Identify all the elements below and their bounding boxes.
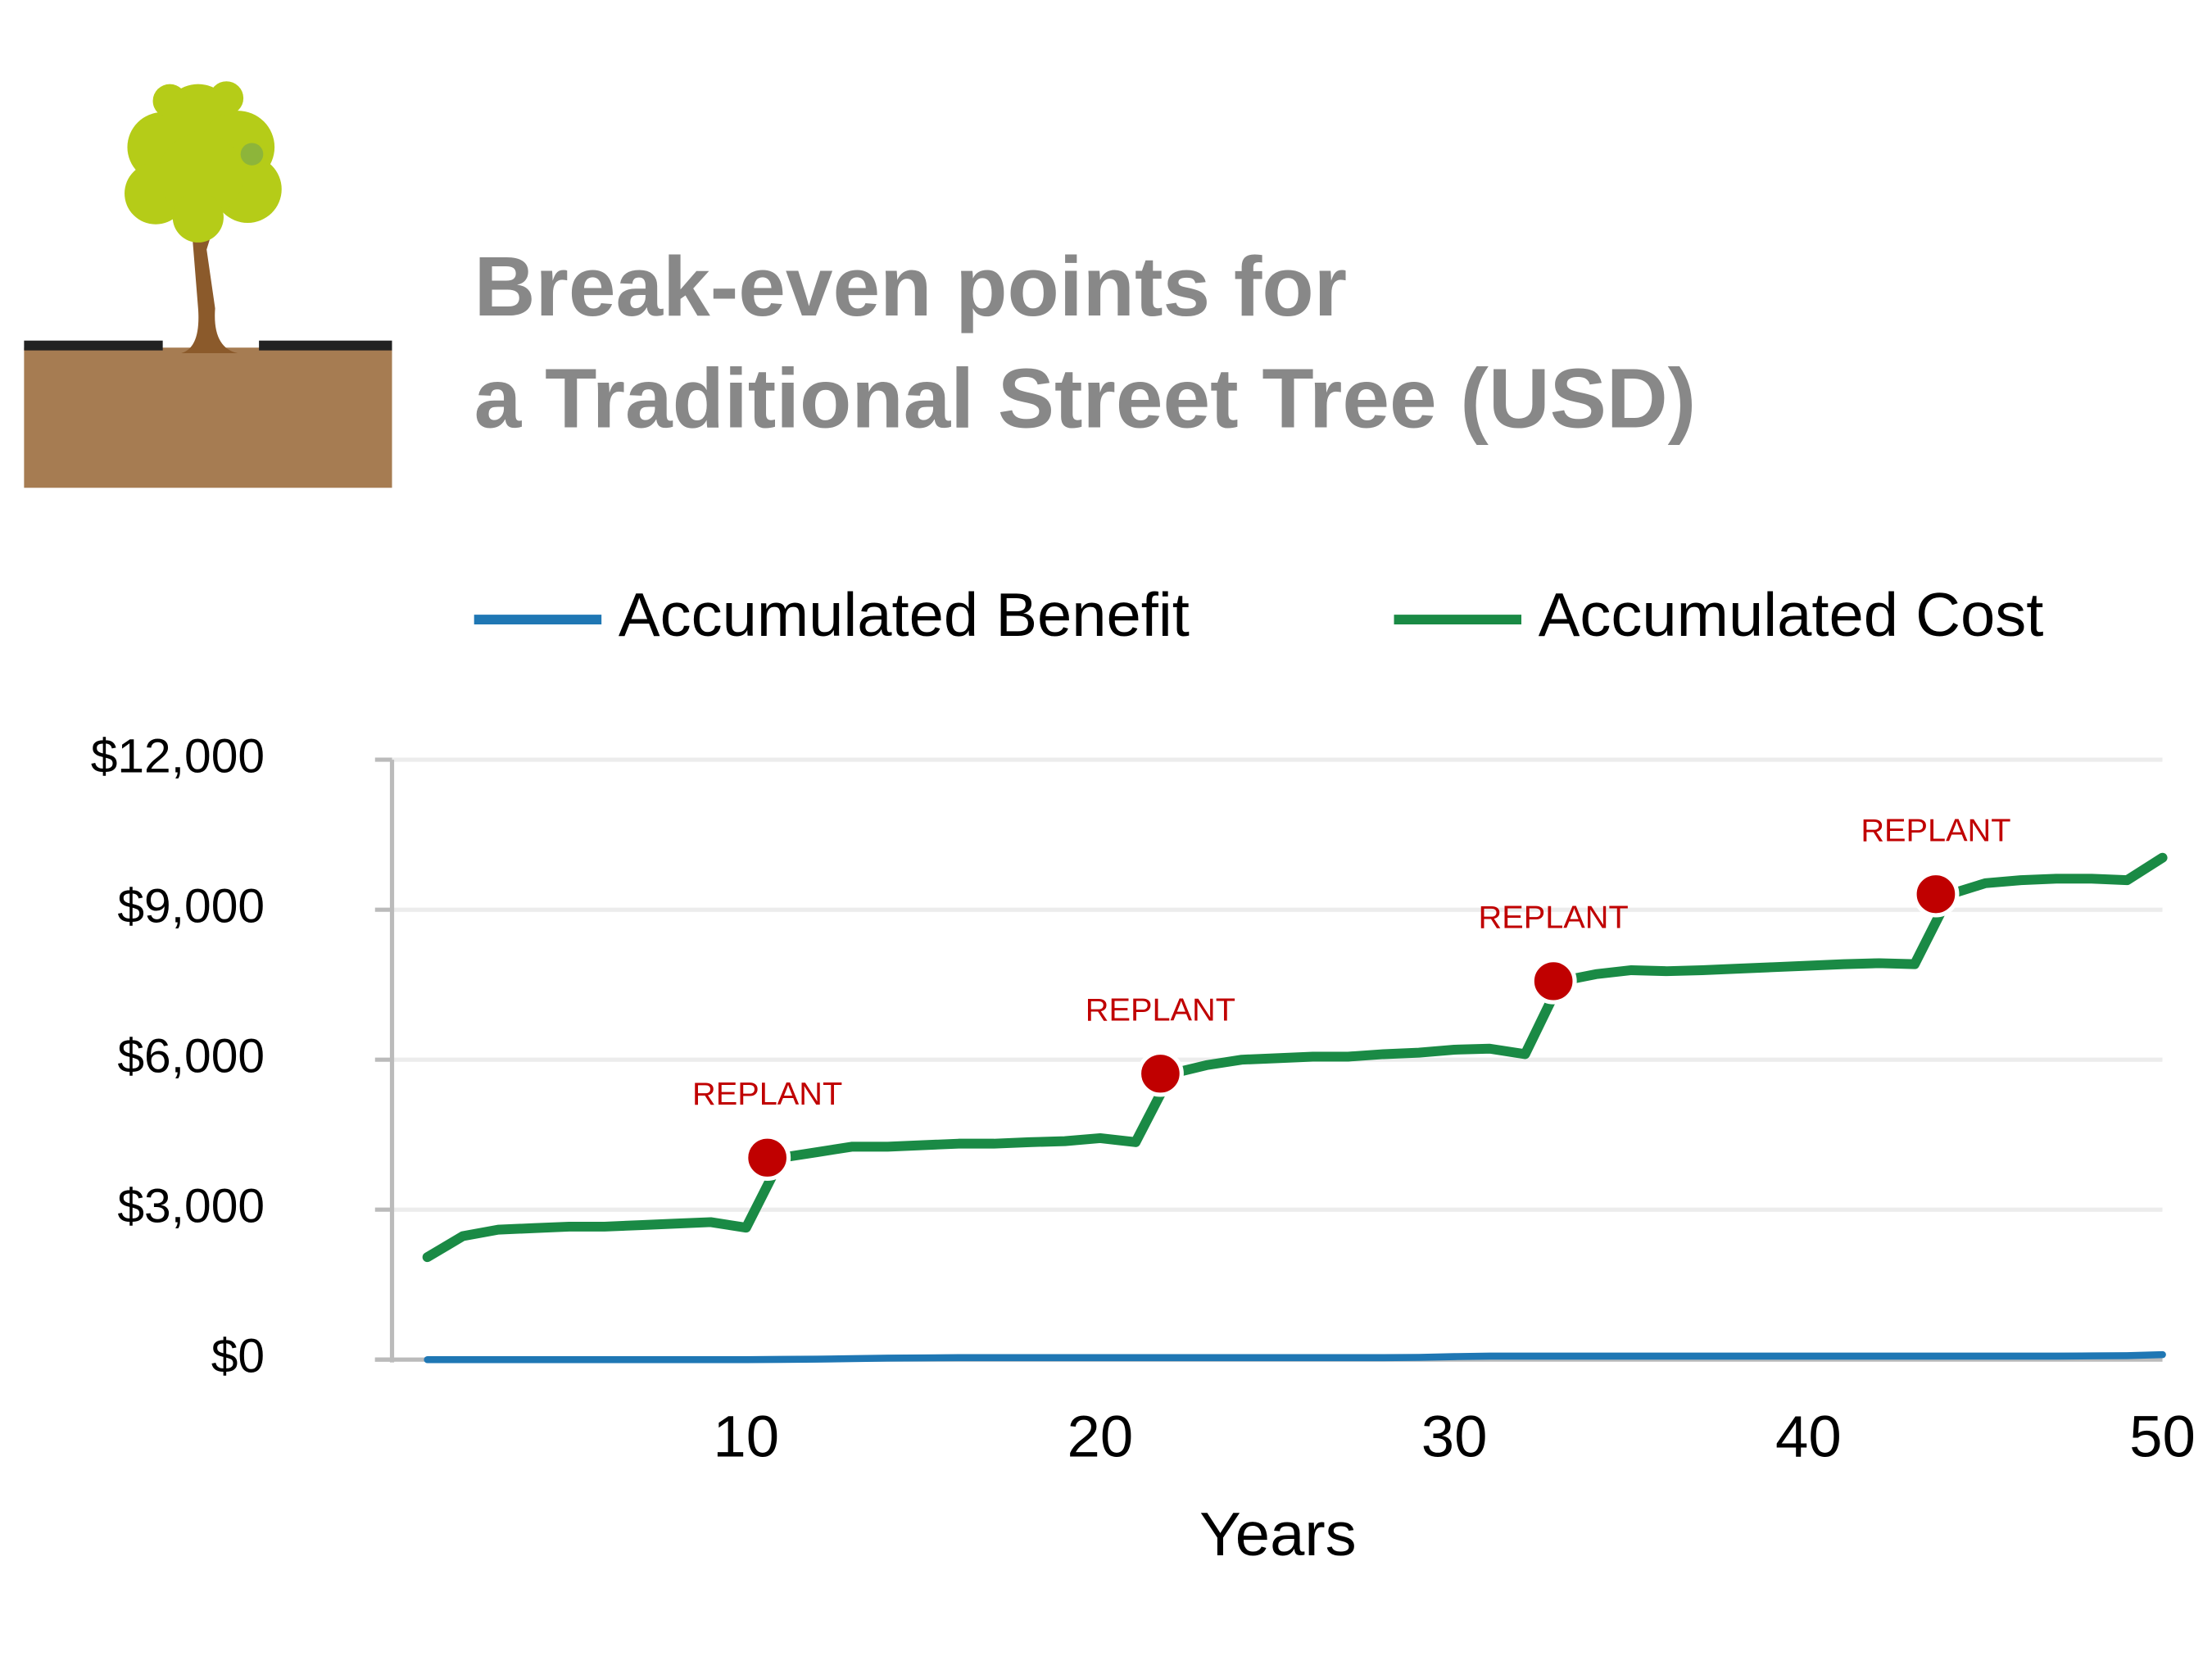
annotation: REPLANT (1861, 813, 2010, 849)
x-tick-label: 40 (1775, 1405, 1842, 1470)
chart-title: Break-even points for (474, 239, 1347, 333)
trunk (181, 224, 238, 354)
tree-icon (24, 81, 392, 488)
x-tick-label: 10 (713, 1405, 779, 1470)
annotation: REPLANT (1479, 900, 1629, 936)
chart-title: a Traditional Street Tree (USD) (474, 352, 1697, 445)
y-tick-label: $6,000 (117, 1030, 265, 1083)
y-tick-label: $9,000 (117, 880, 265, 933)
legend-label: Accumulated Cost (1539, 581, 2044, 650)
legend-label: Accumulated Benefit (619, 581, 1190, 650)
ground (24, 347, 392, 488)
x-tick-label: 20 (1067, 1405, 1134, 1470)
canopy-shade (240, 143, 264, 166)
data-line (422, 852, 2168, 1263)
annotation: REPLANT (1086, 992, 1235, 1028)
replant-marker (1530, 958, 1577, 1005)
annotation: REPLANT (692, 1076, 842, 1112)
x-tick-label: 30 (1421, 1405, 1488, 1470)
y-tick-label: $0 (211, 1330, 265, 1383)
y-tick-label: $12,000 (91, 730, 265, 783)
x-tick-label: 50 (2129, 1405, 2196, 1470)
pavement (259, 340, 392, 351)
replant-marker (1912, 871, 1960, 918)
y-tick-label: $3,000 (117, 1180, 265, 1233)
x-axis-title: Years (1199, 1500, 1357, 1569)
replant-marker (744, 1134, 791, 1181)
canopy (125, 81, 282, 243)
replant-marker (1136, 1051, 1184, 1097)
data-line (424, 1350, 2166, 1364)
pavement (24, 340, 163, 351)
